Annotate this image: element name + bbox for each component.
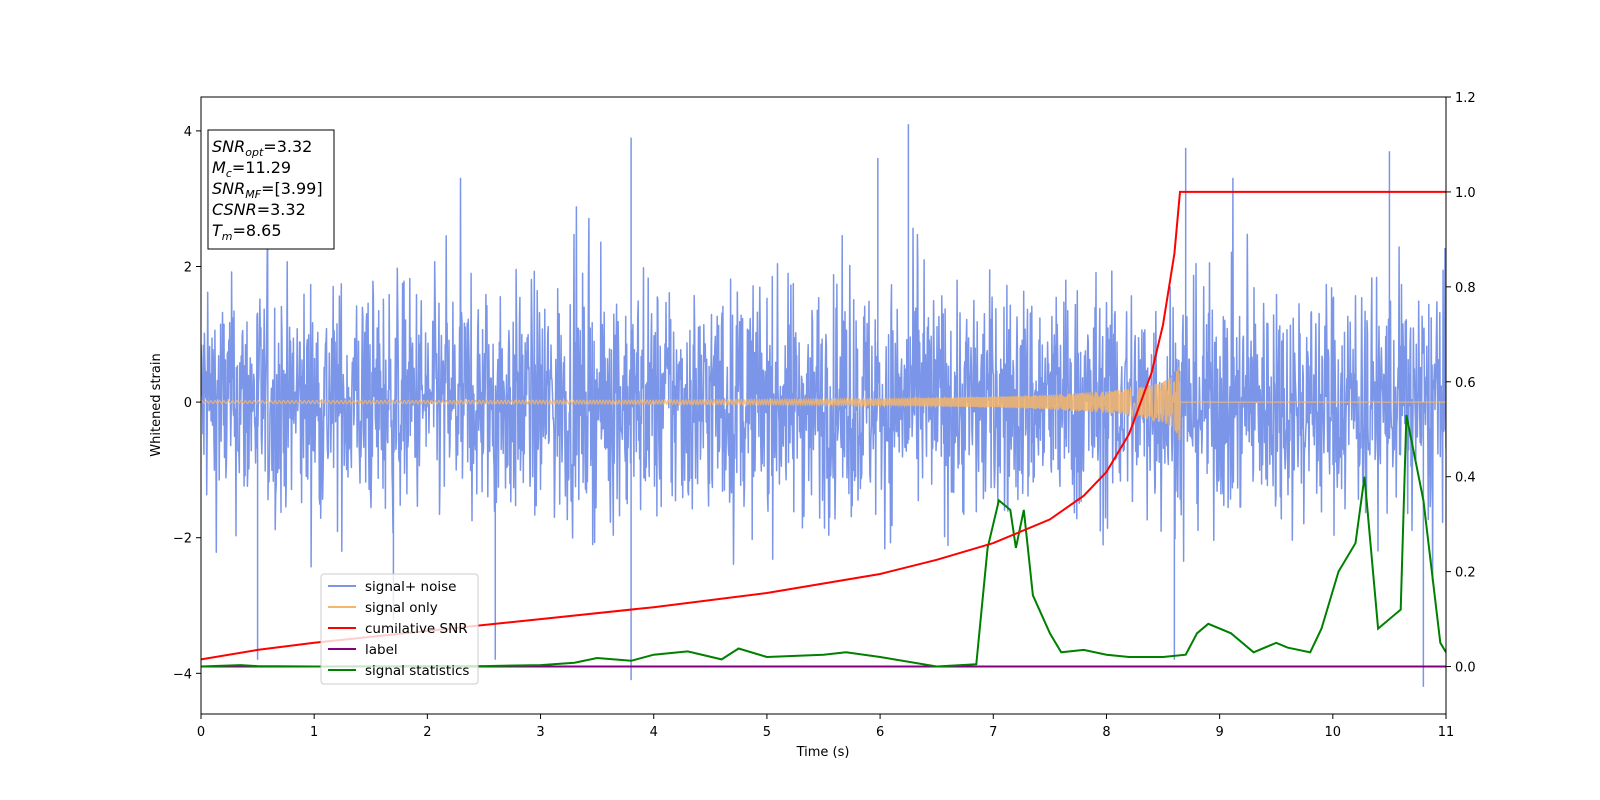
x-tick-label: 3 [536,725,544,740]
x-tick-label: 5 [763,725,771,740]
y2-tick-label: 1.0 [1455,186,1476,201]
x-tick-label: 8 [1102,725,1110,740]
x-tick-label: 4 [650,725,658,740]
legend-entry-label: cumilative SNR [365,621,468,637]
x-tick-label: 9 [1215,725,1223,740]
legend-frame [320,573,479,685]
x-tick-label: 11 [1438,725,1455,740]
y2-tick-label: 0.8 [1455,281,1476,296]
y-tick-label: 2 [184,261,192,276]
info-box-line: Mc=11.29 [212,158,291,180]
legend-entry-label: signal statistics [365,663,469,679]
legend: signal+ noise signal only cumilative SNR la… [320,573,479,685]
x-tick-label: 1 [310,725,318,740]
info-box-line: SNRopt=3.32 [212,137,312,159]
y-tick-label: −2 [173,532,192,547]
y2-tick-label: 0.0 [1455,661,1476,676]
x-axis-title: Time (s) [796,745,850,760]
x-tick-label: 2 [423,725,431,740]
series-signal-statistics-line [201,414,1446,668]
axis-ticks: 0 1 2 3 4 5 6 7 8 9 10 11 −4 −2 0 2 4 0.0 0.2 0.4 0.6 0.8 1.0 1… [173,91,1476,740]
series-signal-only-line [201,366,1446,440]
info-box-frame [207,129,335,250]
legend-entry-label: signal+ noise [365,579,456,595]
plot-frame [200,96,1447,715]
y-axis-title: Whitened strain [149,353,164,456]
y2-tick-label: 0.2 [1455,566,1476,581]
y-tick-label: 4 [184,125,192,140]
info-box-line: SNRMF=[3.99] [212,179,323,201]
y-tick-label: −4 [173,667,192,682]
series-signal-noise-line [201,177,1446,583]
x-tick-label: 0 [197,725,205,740]
info-box-line: Tm=8.65 [212,221,282,243]
info-box-line: CSNR=3.32 [212,200,306,219]
legend-entry-label: signal only [365,600,438,616]
y2-tick-label: 0.4 [1455,471,1476,486]
legend-entry-label: label [365,642,398,658]
y-tick-label: 0 [184,396,192,411]
y2-tick-label: 1.2 [1455,91,1476,106]
x-tick-label: 7 [989,725,997,740]
info-box: SNRopt=3.32Mc=11.29SNRMF=[3.99]CSNR=3.32… [207,129,335,250]
x-tick-label: 10 [1325,725,1342,740]
y2-tick-label: 0.6 [1455,376,1476,391]
x-tick-label: 6 [876,725,884,740]
